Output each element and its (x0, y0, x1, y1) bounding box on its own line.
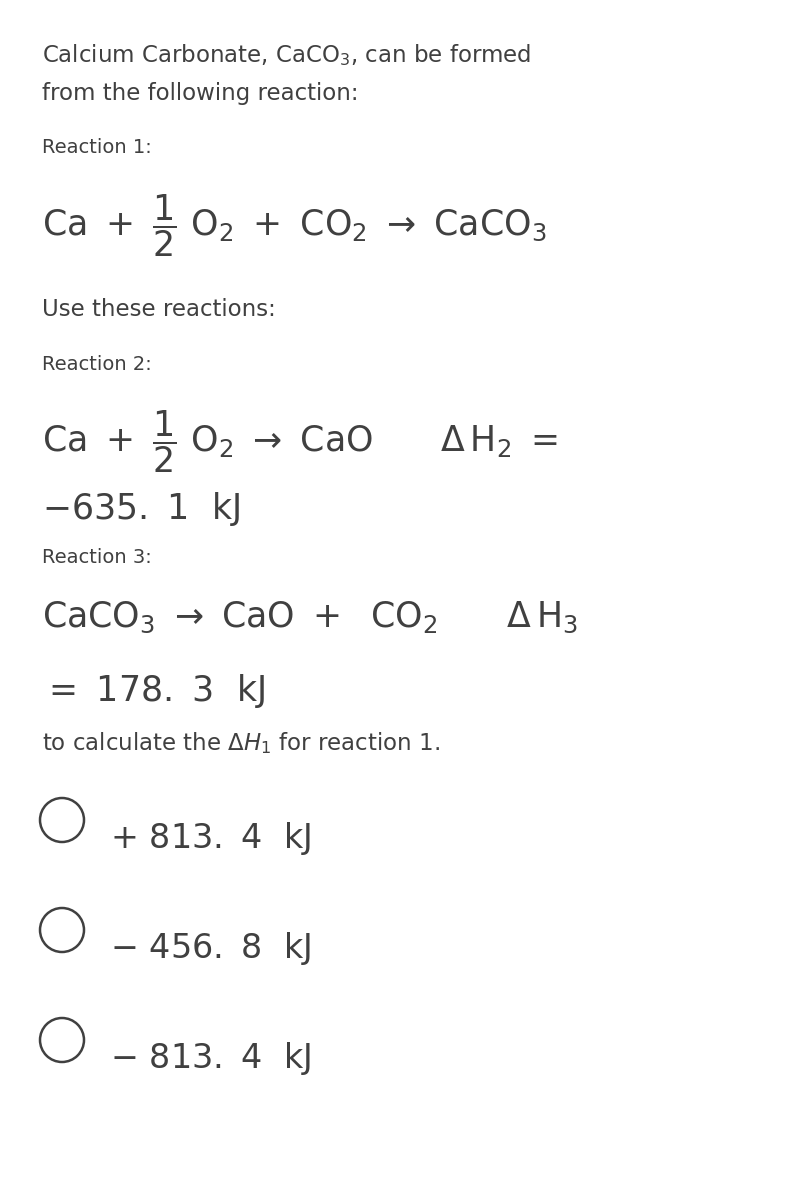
Text: $\mathrm{-635.\ 1\ \ kJ}$: $\mathrm{-635.\ 1\ \ kJ}$ (42, 491, 240, 528)
Text: $\mathrm{Ca\ +\ \dfrac{1}{2}\ O_2\ \rightarrow\ CaO\qquad \Delta\, H_2\ =}$: $\mathrm{Ca\ +\ \dfrac{1}{2}\ O_2\ \righ… (42, 408, 558, 475)
Text: $\mathrm{CaCO_3\ \rightarrow\ CaO\ +\ \ CO_2\qquad \Delta\, H_3}$: $\mathrm{CaCO_3\ \rightarrow\ CaO\ +\ \ … (42, 600, 578, 635)
Text: to calculate the $\Delta H_1$ for reaction 1.: to calculate the $\Delta H_1$ for reacti… (42, 730, 440, 756)
Text: $\mathrm{Ca\ +\ \dfrac{1}{2}\ O_2\ +\ CO_2\ \rightarrow\ CaCO_3}$: $\mathrm{Ca\ +\ \dfrac{1}{2}\ O_2\ +\ CO… (42, 191, 546, 259)
Text: Calcium Carbonate, $\mathbf{\mathrm{CaCO_3}}$, can be formed: Calcium Carbonate, $\mathbf{\mathrm{CaCO… (42, 43, 531, 67)
Text: Reaction 2:: Reaction 2: (42, 355, 152, 374)
Text: Reaction 1:: Reaction 1: (42, 138, 152, 157)
Text: Reaction 3:: Reaction 3: (42, 548, 152, 567)
Text: $+\ 813.\ 4\ \ \mathrm{kJ}$: $+\ 813.\ 4\ \ \mathrm{kJ}$ (110, 820, 311, 857)
Text: $-\ 456.\ 8\ \ \mathrm{kJ}$: $-\ 456.\ 8\ \ \mathrm{kJ}$ (110, 930, 311, 967)
Text: $-\ 813.\ 4\ \ \mathrm{kJ}$: $-\ 813.\ 4\ \ \mathrm{kJ}$ (110, 1040, 311, 1077)
Text: from the following reaction:: from the following reaction: (42, 82, 358, 105)
Text: Use these reactions:: Use these reactions: (42, 298, 276, 322)
Text: $\mathrm{=\ 178.\ 3\ \ kJ}$: $\mathrm{=\ 178.\ 3\ \ kJ}$ (42, 673, 265, 710)
